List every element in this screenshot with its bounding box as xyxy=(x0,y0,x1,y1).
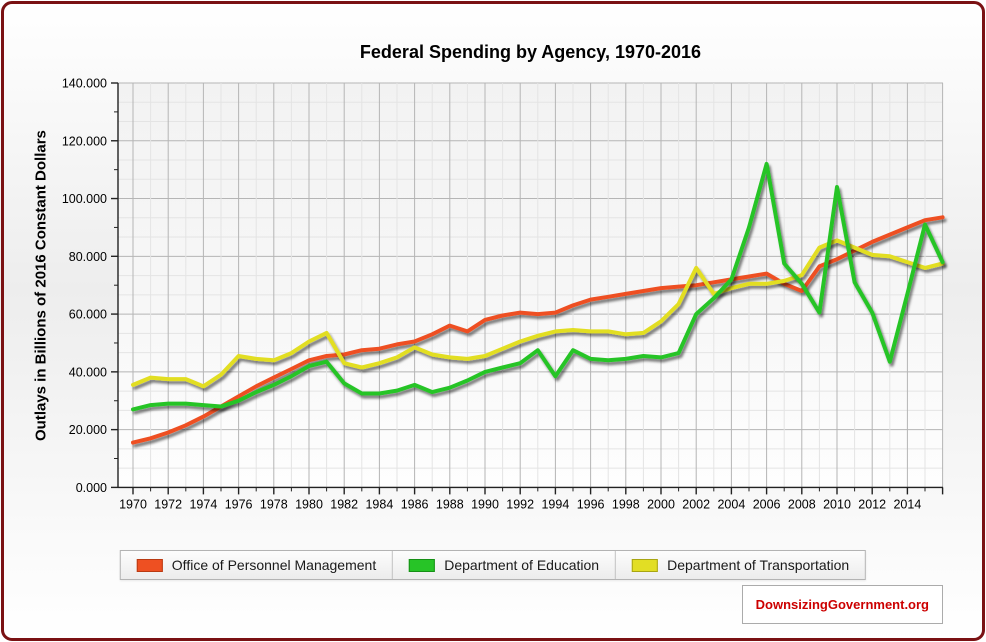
x-tick-label: 2000 xyxy=(647,497,675,511)
x-tick-label: 1994 xyxy=(541,497,569,511)
y-tick-label: 140.000 xyxy=(62,77,107,91)
downsizing-government-link[interactable]: DownsizingGovernment.org xyxy=(741,585,943,624)
x-tick-label: 1982 xyxy=(330,497,358,511)
legend-item-education[interactable]: Department of Education xyxy=(393,551,617,579)
legend-label-transportation: Department of Transportation xyxy=(667,557,850,573)
x-tick-label: 1980 xyxy=(295,497,323,511)
x-tick-label: 1992 xyxy=(506,497,534,511)
x-tick-label: 1988 xyxy=(436,497,464,511)
legend-swatch-opm xyxy=(136,558,163,572)
legend-swatch-education xyxy=(409,558,436,572)
downsizing-government-label: DownsizingGovernment.org xyxy=(755,597,929,612)
x-tick-label: 1976 xyxy=(225,497,253,511)
y-tick-label: 40.000 xyxy=(69,365,107,379)
y-tick-label: 60.000 xyxy=(69,308,107,322)
legend-swatch-transportation xyxy=(632,558,659,572)
legend: Office of Personnel Management Department… xyxy=(119,550,867,580)
x-tick-label: 2006 xyxy=(753,497,781,511)
y-axis-title: Outlays in Billions of 2016 Constant Dol… xyxy=(32,130,50,442)
series-line-transportation[interactable] xyxy=(131,238,945,389)
x-tick-label: 2002 xyxy=(682,497,710,511)
legend-label-opm: Office of Personnel Management xyxy=(171,557,377,573)
legend-item-opm[interactable]: Office of Personnel Management xyxy=(121,551,394,579)
x-tick-label: 1974 xyxy=(189,497,217,511)
y-tick-label: 120.000 xyxy=(62,134,107,148)
chart-title: Federal Spending by Agency, 1970-2016 xyxy=(359,42,702,62)
x-tick-label: 1972 xyxy=(154,497,182,511)
y-tick-label: 20.000 xyxy=(69,423,107,437)
x-tick-label: 1998 xyxy=(612,497,640,511)
x-tick-label: 2014 xyxy=(893,497,921,511)
y-tick-label: 0.000 xyxy=(76,481,107,495)
series-line-opm[interactable] xyxy=(131,215,945,445)
x-tick-label: 2012 xyxy=(858,497,886,511)
x-tick-label: 1990 xyxy=(471,497,499,511)
legend-item-transportation[interactable]: Department of Transportation xyxy=(616,551,865,579)
x-tick-label: 1986 xyxy=(401,497,429,511)
x-tick-label: 1996 xyxy=(577,497,605,511)
x-tick-label: 2004 xyxy=(717,497,745,511)
x-tick-label: 1970 xyxy=(119,497,147,511)
y-tick-label: 80.000 xyxy=(69,250,107,264)
x-tick-label: 2008 xyxy=(788,497,816,511)
x-tick-label: 1978 xyxy=(260,497,288,511)
legend-label-education: Department of Education xyxy=(444,557,600,573)
series-line-education[interactable] xyxy=(131,161,945,412)
x-tick-label: 2010 xyxy=(823,497,851,511)
y-tick-label: 100.000 xyxy=(62,192,107,206)
x-tick-label: 1984 xyxy=(365,497,393,511)
